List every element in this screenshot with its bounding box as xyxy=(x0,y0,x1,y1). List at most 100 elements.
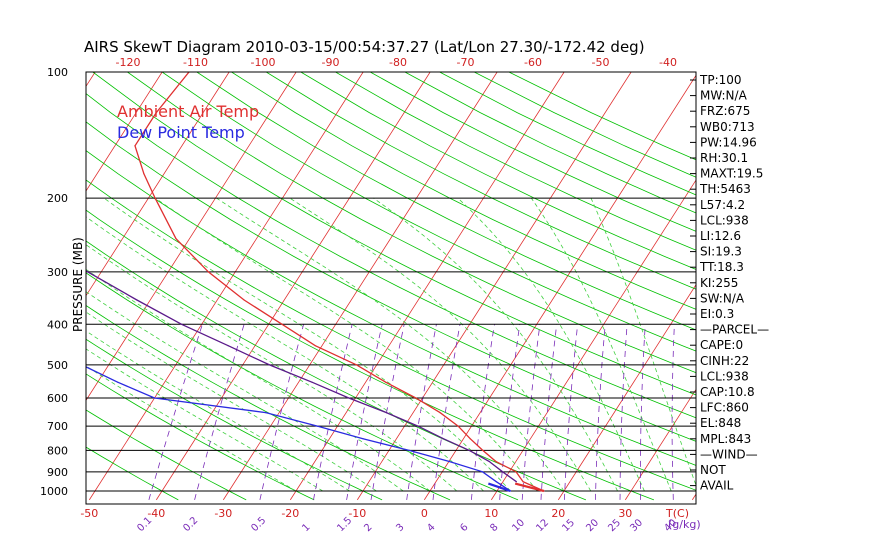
parcel-curve-point xyxy=(268,364,271,366)
moist-adiabat-line xyxy=(86,311,377,492)
index-value: KI:255 xyxy=(700,276,738,290)
index-value: NOT xyxy=(700,463,726,477)
mixing-ratio-line xyxy=(194,324,245,500)
dry-adiabat-line xyxy=(86,93,696,419)
top-temp-tick-label: -100 xyxy=(251,56,276,69)
dry-adiabat-line xyxy=(86,272,519,501)
bottom-temp-tick-label: -20 xyxy=(281,507,299,520)
parcel-curve-point xyxy=(488,460,490,462)
temperature-curve-point xyxy=(482,449,484,451)
index-value: —PARCEL— xyxy=(700,323,769,337)
dewpoint-curve-point xyxy=(481,471,484,473)
moist-adiabat-line xyxy=(289,197,592,492)
mixing-ratio-line xyxy=(346,324,383,500)
bottom-temp-tick-label: 30 xyxy=(618,507,632,520)
temperature-curve-point xyxy=(515,471,517,473)
pressure-tick-label: 300 xyxy=(47,266,68,279)
moist-adiabat-line xyxy=(457,197,645,492)
mixing-ratio-tick-label: 2 xyxy=(362,522,374,534)
dry-adiabat-line xyxy=(300,72,696,270)
index-value: LCL:938 xyxy=(700,369,749,383)
index-value: CINH:22 xyxy=(700,354,749,368)
index-value: MAXT:19.5 xyxy=(700,167,763,181)
dry-adiabat-line xyxy=(404,72,696,214)
mixing-ratio-tick-label: 4 xyxy=(425,522,437,534)
temperature-curve-point xyxy=(175,238,177,240)
mixing-ratio-tick-label: 3 xyxy=(394,522,406,534)
dry-adiabat-line xyxy=(508,72,696,161)
plot-frame xyxy=(85,71,697,505)
dewpoint-curve-point xyxy=(117,381,119,383)
isotherm-line xyxy=(759,72,870,500)
mixing-ratio-tick-label: 12 xyxy=(534,517,551,534)
pressure-tick-label: 400 xyxy=(47,318,68,331)
pressure-tick-label: 500 xyxy=(47,359,68,372)
index-value: SI:19.3 xyxy=(700,245,742,259)
dewpoint-curve-point xyxy=(495,481,497,483)
index-value: CAP:10.8 xyxy=(700,385,755,399)
dewpoint-curve-point xyxy=(153,397,156,399)
temperature-curve-point xyxy=(155,112,157,114)
temperature-curve-point xyxy=(522,481,524,483)
mixing-ratio-line xyxy=(471,324,495,500)
temperature-curve-point xyxy=(281,323,283,325)
moist-adiabat-line xyxy=(103,197,511,492)
pressure-tick-label: 700 xyxy=(47,420,68,433)
isotherm-line xyxy=(826,72,870,500)
index-value: L57:4.2 xyxy=(700,198,745,212)
dewpoint-curve-point xyxy=(408,449,410,451)
pressure-tick-label: 100 xyxy=(47,66,68,79)
legend-dew-point-temp: Dew Point Temp xyxy=(117,123,245,142)
temperature-curve-point xyxy=(314,345,316,347)
bottom-temp-tick-label: 0 xyxy=(421,507,428,520)
parcel-curve-point xyxy=(41,238,42,239)
legend-ambient-air-temp: Ambient Air Temp xyxy=(117,102,259,121)
top-temp-tick-label: -80 xyxy=(389,56,407,69)
mixing-ratio-line xyxy=(313,324,353,500)
dewpoint-curve-point xyxy=(316,425,318,427)
pressure-tick-label: 800 xyxy=(47,444,68,457)
mixing-ratio-tick-label: 20 xyxy=(584,517,601,534)
pressure-tick-label: 200 xyxy=(47,192,68,205)
bottom-temp-tick-label: 20 xyxy=(551,507,565,520)
dewpoint-curve-point xyxy=(265,412,267,414)
mixing-ratio-tick-label: 0.2 xyxy=(181,515,200,534)
parcel-curve-point xyxy=(442,438,444,440)
bottom-temp-tick-label: -30 xyxy=(214,507,232,520)
isotherm-line xyxy=(0,72,28,500)
dry-adiabat-line xyxy=(196,72,696,331)
index-value: EL:848 xyxy=(700,416,741,430)
dry-adiabat-line xyxy=(86,209,655,501)
top-temp-tick-label: -40 xyxy=(659,56,677,69)
mixing-ratio-line xyxy=(619,324,628,500)
moist-adiabat-line xyxy=(86,216,484,492)
isotherm-line xyxy=(86,72,297,402)
top-temp-tick-label: -120 xyxy=(116,56,141,69)
temperature-curve-point xyxy=(415,397,417,399)
dewpoint-curve-point xyxy=(362,438,364,440)
mixing-ratio-line xyxy=(540,324,558,500)
temperature-curve-point xyxy=(356,364,358,366)
pressure-tick-label: 1000 xyxy=(40,485,68,498)
moist-adiabat-line xyxy=(86,244,458,492)
temperature-curve-point xyxy=(439,412,441,414)
dewpoint-curve-point xyxy=(28,112,29,113)
dry-adiabat-line xyxy=(335,72,696,251)
mixing-ratio-line xyxy=(521,324,541,500)
bottom-temp-tick-label: -50 xyxy=(80,507,98,520)
index-value: RH:30.1 xyxy=(700,151,748,165)
dry-adiabat-line xyxy=(86,179,696,491)
index-value: MPL:843 xyxy=(700,432,751,446)
index-value: LFC:860 xyxy=(700,401,749,415)
top-temp-tick-label: -70 xyxy=(457,56,475,69)
isotherm-line xyxy=(423,74,696,501)
index-value: SW:N/A xyxy=(700,291,745,305)
moist-adiabat-line xyxy=(86,348,324,492)
mixing-ratio-line xyxy=(148,324,203,501)
index-value: EI:0.3 xyxy=(700,307,734,321)
dry-adiabat-line xyxy=(265,72,696,290)
dewpoint-curve-point xyxy=(36,299,37,300)
index-value: CAPE:0 xyxy=(700,338,743,352)
mixing-ratio-tick-label: 1 xyxy=(300,522,312,534)
